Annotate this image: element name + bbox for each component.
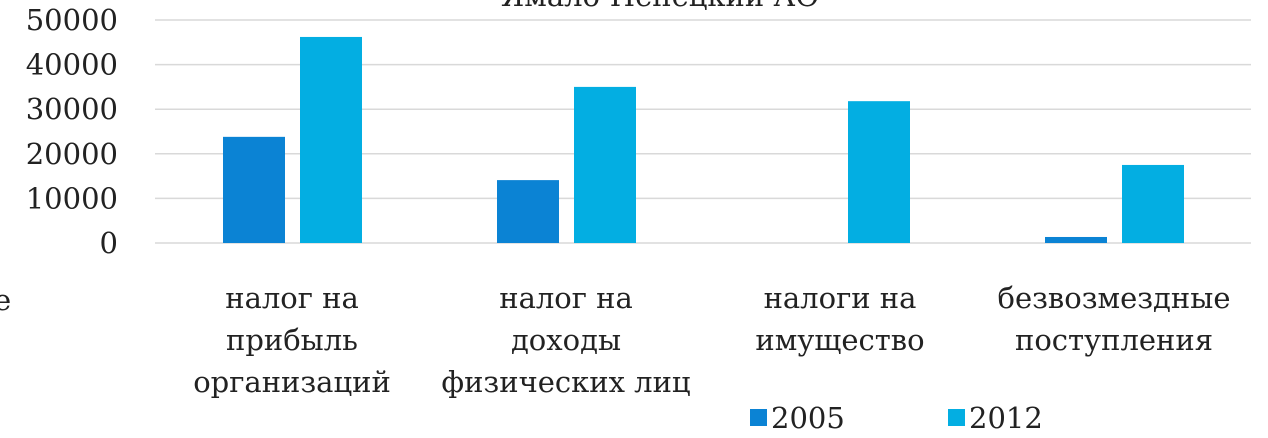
legend-swatch xyxy=(948,409,965,426)
y-tick-label: 0 xyxy=(100,226,118,260)
bar xyxy=(1045,236,1107,243)
annotation: е xyxy=(0,283,11,317)
y-tick-label: 50000 xyxy=(26,3,118,37)
x-tick-label: безвозмездные поступления xyxy=(997,281,1230,357)
y-tick-label: 20000 xyxy=(26,137,118,171)
y-tick-label: 30000 xyxy=(26,92,118,126)
bar xyxy=(574,86,636,244)
legend-label: 2012 xyxy=(969,401,1043,435)
bar xyxy=(848,101,910,243)
y-tick-label: 10000 xyxy=(26,181,118,215)
legend-swatch xyxy=(750,409,767,426)
bar xyxy=(497,180,559,243)
x-tick-label: налоги на имущество xyxy=(755,281,924,357)
bar xyxy=(300,36,362,243)
legend-label: 2005 xyxy=(771,401,845,435)
chart-title: Ямало-Ненецкий АО xyxy=(501,0,819,13)
bar xyxy=(1122,164,1184,243)
bar xyxy=(223,136,285,243)
y-tick-label: 40000 xyxy=(26,48,118,82)
x-tick-label: налог на прибыль организаций xyxy=(193,281,391,399)
x-tick-label: налог на доходы физических лиц xyxy=(441,281,690,399)
